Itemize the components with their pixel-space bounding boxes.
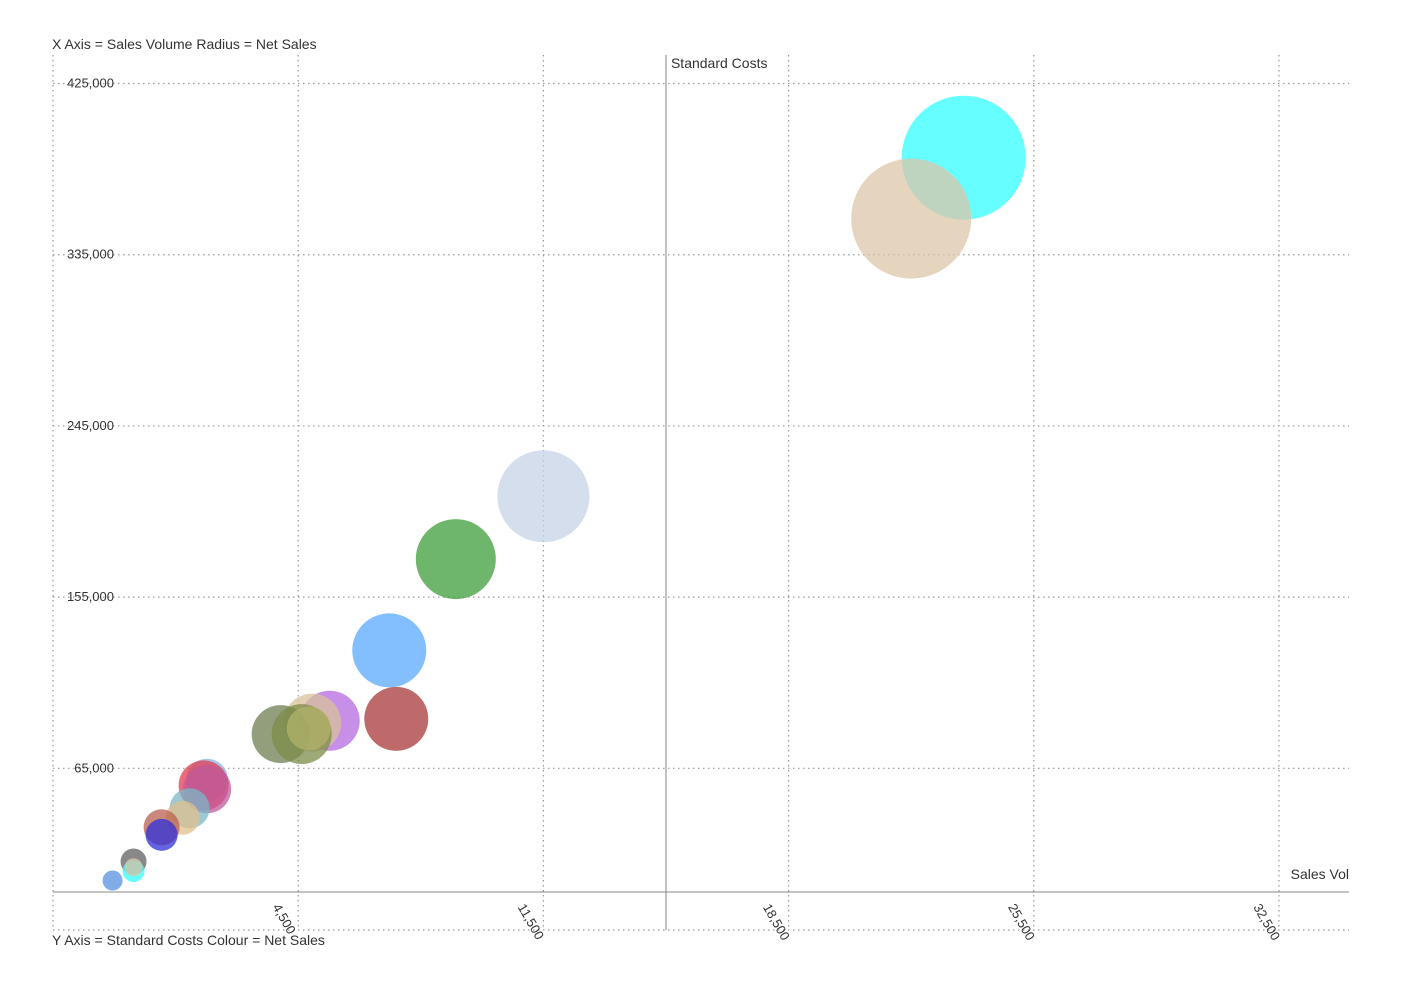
x-axis-title: Sales Vol	[1291, 866, 1349, 882]
y-tick-label: 65,000	[74, 760, 114, 775]
bubble-point[interactable]	[497, 450, 590, 543]
bubble-point[interactable]	[145, 818, 178, 851]
bubble-point[interactable]	[124, 858, 143, 877]
x-tick-label: 4,500	[270, 901, 299, 937]
y-axis-title: Standard Costs	[671, 55, 768, 71]
bubble-point[interactable]	[364, 686, 429, 751]
grid-lines	[52, 55, 1349, 931]
axes	[53, 55, 1349, 930]
chart-caption-top: X Axis = Sales Volume Radius = Net Sales	[52, 36, 317, 52]
x-tick-label: 11,500	[515, 901, 547, 942]
y-tick-label: 245,000	[67, 418, 114, 433]
bubble-point[interactable]	[851, 158, 972, 279]
bubble-point[interactable]	[415, 519, 496, 600]
bubbles	[102, 95, 1026, 891]
tick-labels: 425,000 335,000 245,000 155,000 65,000 4,500 1…	[67, 55, 1349, 943]
bubble-point[interactable]	[286, 706, 331, 751]
x-tick-label: 32,500	[1250, 901, 1283, 943]
x-tick-label: 25,500	[1005, 901, 1038, 943]
bubble-point[interactable]	[352, 613, 427, 688]
y-tick-label: 335,000	[67, 247, 114, 262]
y-tick-label: 425,000	[67, 76, 114, 91]
x-tick-label: 18,500	[760, 901, 793, 943]
bubble-point[interactable]	[102, 870, 123, 891]
y-tick-label: 155,000	[67, 589, 114, 604]
chart-caption-bottom: Y Axis = Standard Costs Colour = Net Sal…	[52, 932, 325, 948]
